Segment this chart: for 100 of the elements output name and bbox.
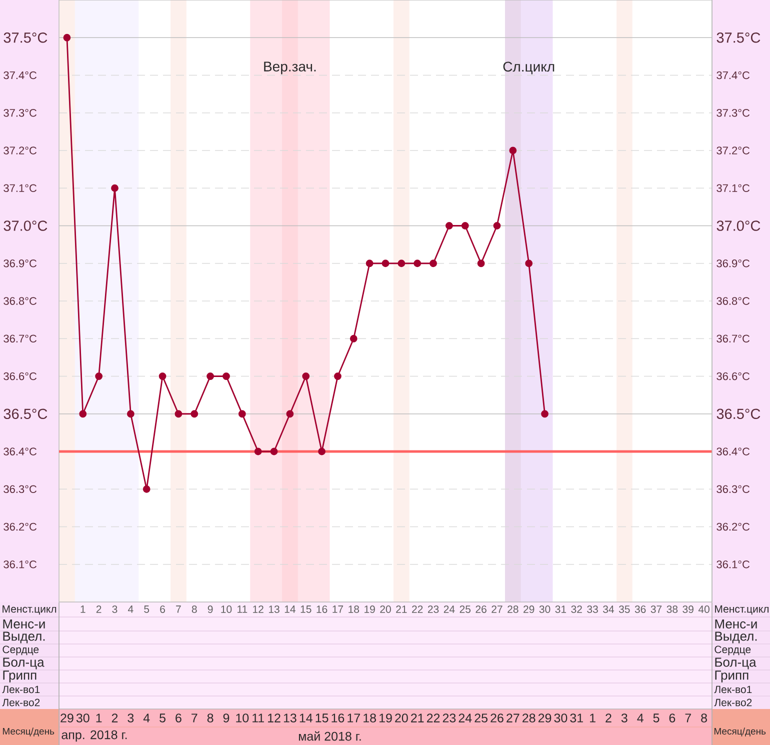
x-tick-label: 35 xyxy=(618,606,630,613)
x2-tick-label: 30 xyxy=(76,714,90,722)
x2-tick-label: 4 xyxy=(637,714,644,722)
y-tick-label: 36.4°C xyxy=(4,448,37,456)
x2-tick-label: 17 xyxy=(348,714,360,722)
y-tick-label: 37.1°C xyxy=(4,184,37,192)
x-tick-label: 5 xyxy=(144,606,150,613)
x-tick-label: 30 xyxy=(539,606,550,613)
x-tick-label: 2 xyxy=(96,606,102,613)
y-tick-label: 36.7°C xyxy=(4,334,37,343)
text: Менс-и xyxy=(715,619,757,629)
y2-tick-label: 37.2°C xyxy=(716,146,750,154)
point xyxy=(126,410,134,418)
y2-tick-label: 36.5°C xyxy=(716,408,760,420)
x-tick-label: 18 xyxy=(348,606,360,613)
x-tick-label: 14 xyxy=(284,606,296,613)
point xyxy=(111,184,118,192)
y-tick-label: 37.3°C xyxy=(4,108,37,117)
x-tick-label: 8 xyxy=(192,606,197,613)
y2-tick-label: 36.7°C xyxy=(716,334,750,343)
point xyxy=(254,448,262,456)
point xyxy=(95,372,103,380)
x-tick-label: 40 xyxy=(698,606,710,613)
text: Лек-во2 xyxy=(2,698,40,706)
point xyxy=(350,334,358,342)
x-tick-label: 32 xyxy=(571,606,582,613)
point xyxy=(206,372,214,380)
point xyxy=(238,410,246,418)
x-tick-label: 26 xyxy=(476,606,486,613)
x2-tick-label: 6 xyxy=(176,714,182,722)
x-tick-label: 11 xyxy=(238,606,248,613)
x-tick-label: 23 xyxy=(428,606,439,613)
x2-tick-label: 28 xyxy=(522,714,536,722)
x2-tick-label: 3 xyxy=(621,714,628,722)
y-tick-label: 36.2°C xyxy=(4,522,37,531)
y-tick-label: 37.0°C xyxy=(4,220,48,231)
x2-tick-label: 18 xyxy=(364,714,376,722)
y2-tick-label: 37.3°C xyxy=(716,108,750,117)
point xyxy=(334,372,342,380)
x2-tick-label: 2 xyxy=(606,714,612,722)
x2-tick-label: 5 xyxy=(160,714,166,722)
x2-tick-label: 11 xyxy=(252,714,264,722)
x-tick-label: 27 xyxy=(492,606,502,613)
y2-tick-label: 36.3°C xyxy=(716,485,750,494)
point xyxy=(270,448,278,456)
text: Грипп xyxy=(715,670,748,682)
y2-tick-label: 36.9°C xyxy=(716,259,750,268)
y-tick-label: 36.5°C xyxy=(4,408,48,420)
x-tick-label: 20 xyxy=(380,606,391,613)
x-tick-label: 17 xyxy=(332,606,344,613)
x2-tick-label: 16 xyxy=(332,714,344,722)
x-tick-label: 10 xyxy=(221,606,232,613)
y2-tick-label: 37.5°C xyxy=(716,32,760,43)
x-tick-label: 21 xyxy=(396,606,407,613)
x2-tick-label: 1 xyxy=(96,714,102,722)
x-tick-label: 24 xyxy=(444,606,455,613)
x-tick-label: 15 xyxy=(300,606,312,613)
point xyxy=(174,410,182,418)
x2-tick-label: 31 xyxy=(570,714,583,722)
x-tick-label: 6 xyxy=(160,606,165,613)
point xyxy=(477,260,485,268)
text: апр. 2018 г. xyxy=(62,730,127,742)
x-tick-label: 39 xyxy=(682,606,694,613)
x2-tick-label: 20 xyxy=(395,714,408,722)
y2-tick-label: 37.1°C xyxy=(716,184,750,192)
x-tick-label: 19 xyxy=(364,606,375,613)
point xyxy=(222,372,230,380)
x2-tick-label: 22 xyxy=(426,714,440,722)
x2-tick-label: 2 xyxy=(112,714,118,722)
x-tick-label: 1 xyxy=(80,606,86,613)
y-tick-label: 36.3°C xyxy=(4,485,37,494)
x-tick-label: 16 xyxy=(316,606,328,613)
x2-tick-label: 8 xyxy=(701,714,707,722)
text: Лек-во1 xyxy=(2,686,40,694)
x-tick-label: 33 xyxy=(587,606,598,613)
band-label: Вер.зач. xyxy=(264,62,316,74)
point xyxy=(79,410,87,418)
x-tick-label: 3 xyxy=(112,606,118,613)
x-tick-label: 9 xyxy=(208,606,213,613)
x-tick-label: 37 xyxy=(650,606,662,613)
y-tick-label: 37.4°C xyxy=(4,71,37,80)
x-tick-label: 31 xyxy=(555,606,566,613)
x2-tick-label: 25 xyxy=(474,714,488,722)
x2-tick-label: 24 xyxy=(458,714,472,722)
x-tick-label: 28 xyxy=(508,606,518,613)
x2-axis-title: Месяц/день xyxy=(714,728,766,736)
point xyxy=(525,260,533,268)
y2-tick-label: 36.4°C xyxy=(716,448,750,456)
point xyxy=(190,410,198,418)
x-tick-label: 25 xyxy=(460,606,471,613)
y-tick-label: 37.5°C xyxy=(4,32,48,43)
x2-tick-label: 9 xyxy=(223,714,230,722)
x2-tick-label: 19 xyxy=(380,714,392,722)
x2-tick-label: 13 xyxy=(284,714,296,722)
x2-tick-label: 29 xyxy=(538,714,552,722)
point xyxy=(318,448,326,456)
x-tick-label: 38 xyxy=(666,606,678,613)
point xyxy=(366,260,374,268)
x-tick-label: 7 xyxy=(176,606,181,613)
text: Бол-ца xyxy=(3,658,44,670)
